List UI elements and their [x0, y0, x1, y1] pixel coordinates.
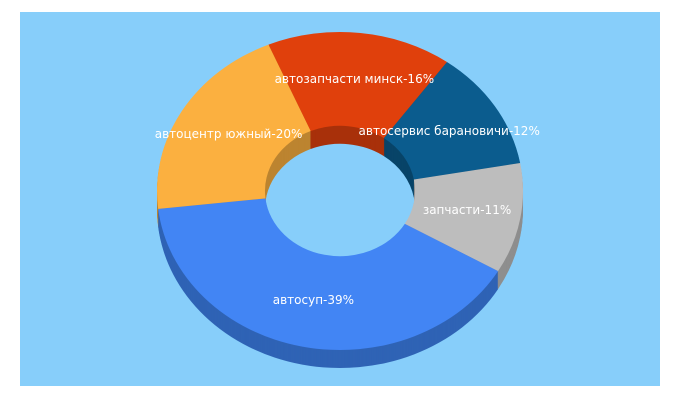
data-label: запчасти-11%: [423, 203, 511, 217]
data-label: автосервис барановичи-12%: [359, 124, 540, 138]
data-label: автозапчасти минск-16%: [275, 72, 435, 86]
slice: [268, 32, 447, 139]
data-label: автосуп-39%: [273, 293, 354, 307]
slice: [158, 198, 499, 350]
slice: [157, 44, 311, 209]
data-label: автоцентр южный-20%: [155, 127, 303, 141]
slice: [404, 162, 523, 272]
slice: [383, 62, 521, 180]
